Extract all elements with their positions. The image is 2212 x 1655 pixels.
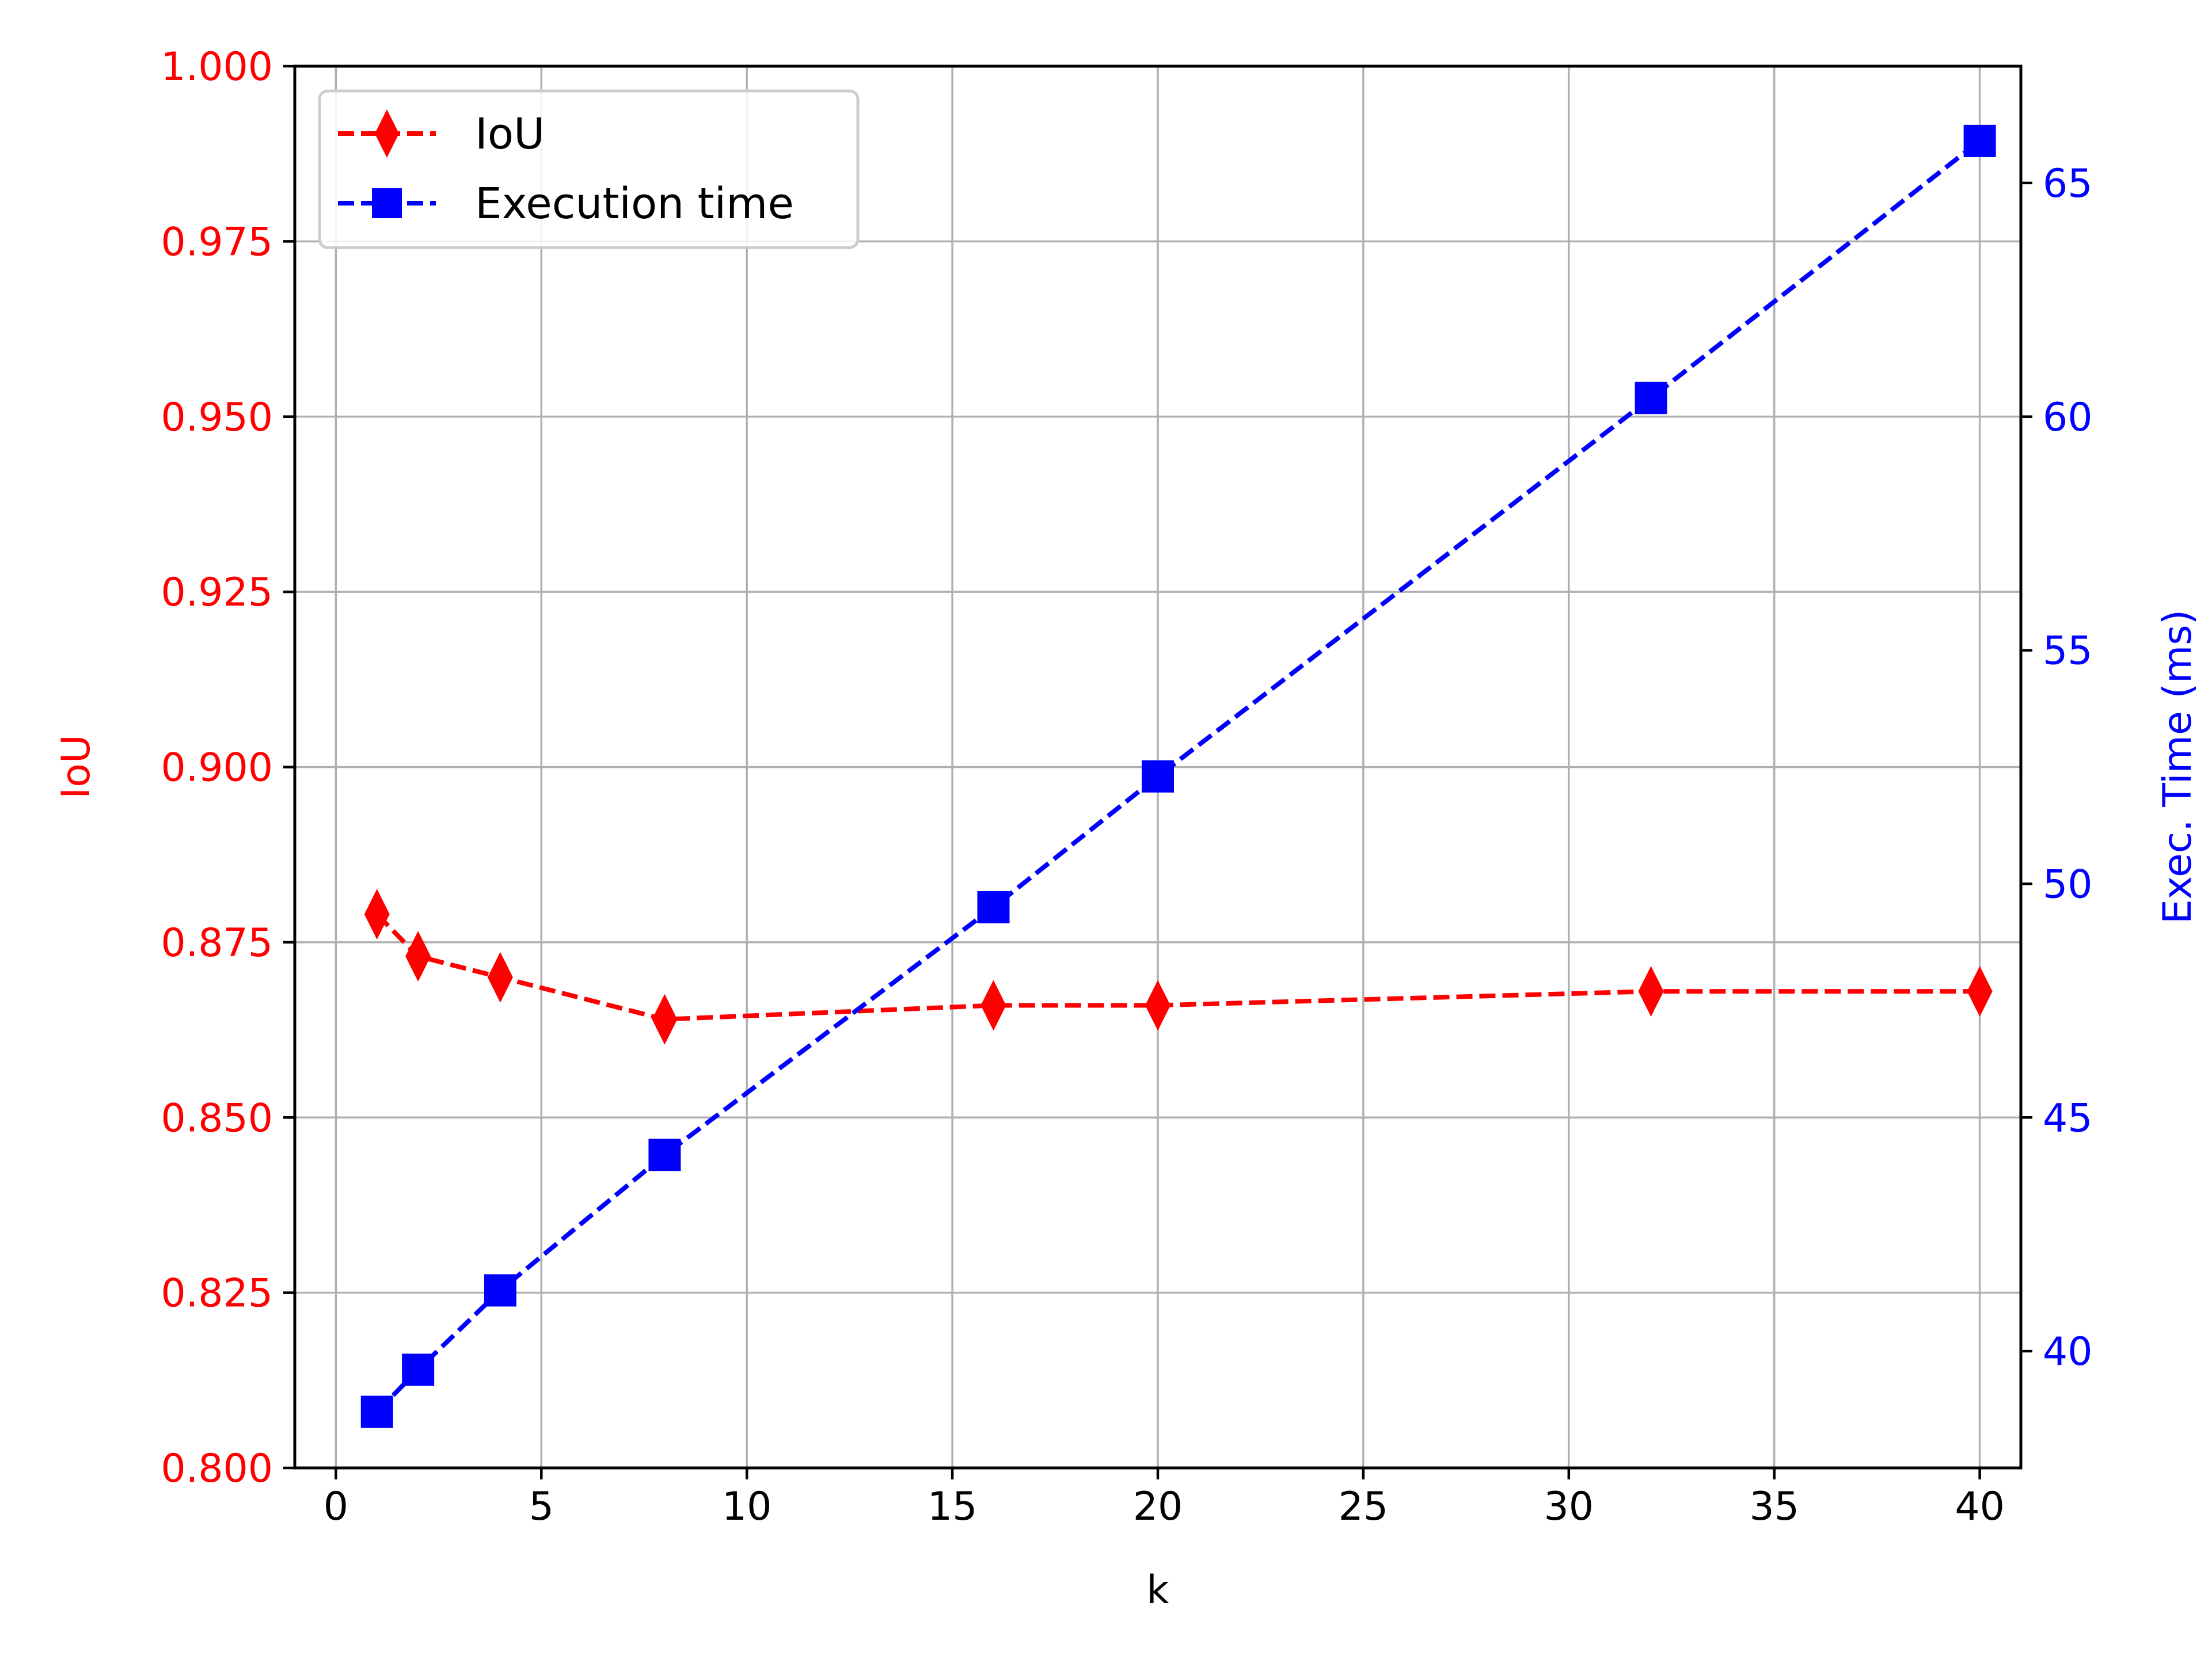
y-right-tick-label: 40: [2043, 1329, 2093, 1375]
y-left-tick-label: 0.825: [161, 1271, 273, 1317]
y-left-tick-label: 0.850: [161, 1095, 273, 1141]
x-tick-label: 15: [928, 1484, 978, 1530]
data-point-exec-time: [1963, 124, 1996, 157]
y-axis-left: 0.800 0.825 0.850 0.875 0.900 0.925 0.950 0.975…: [161, 44, 295, 1492]
y-left-tick-label: 0.875: [161, 920, 273, 966]
x-tick-label: 40: [1955, 1484, 2005, 1530]
y-right-tick-label: 50: [2043, 862, 2093, 907]
data-point-exec-time: [484, 1274, 516, 1307]
y-axis-left-title: IoU: [54, 735, 99, 798]
legend-iou-marker: [375, 109, 399, 158]
y-right-tick-label: 45: [2043, 1095, 2093, 1141]
data-point-exec-time: [977, 891, 1010, 923]
x-tick-label: 25: [1339, 1484, 1389, 1530]
y-axis-right: 40 45 50 55 60 65: [2021, 161, 2093, 1375]
data-point-exec-time: [648, 1139, 681, 1171]
data-point-iou: [487, 952, 513, 1003]
series-layer: [360, 124, 1996, 1428]
y-right-tick-label: 60: [2043, 395, 2093, 440]
data-point-iou: [652, 994, 678, 1045]
series-line-iou: [375, 912, 1980, 1022]
data-point-exec-time: [402, 1353, 435, 1386]
data-point-exec-time: [1635, 382, 1667, 414]
legend-box: [318, 89, 860, 249]
data-point-iou: [1967, 966, 1993, 1017]
y-left-tick-label: 0.925: [161, 570, 273, 615]
data-point-exec-time: [360, 1395, 393, 1428]
legend: IoU Execution time: [318, 89, 860, 249]
data-point-iou: [364, 889, 390, 940]
y-right-tick-label: 55: [2043, 629, 2093, 674]
x-axis: 0 5 10 15 20 25 30 35 40: [324, 1468, 2005, 1530]
x-tick-label: 10: [722, 1484, 772, 1530]
legend-exec-label: Execution time: [475, 179, 794, 229]
data-point-iou: [980, 980, 1006, 1031]
x-tick-label: 20: [1133, 1484, 1183, 1530]
y-left-tick-label: 0.800: [161, 1446, 273, 1492]
x-tick-label: 35: [1749, 1484, 1799, 1530]
legend-exec-marker: [372, 188, 402, 218]
legend-iou-label: IoU: [475, 109, 545, 159]
data-point-exec-time: [1142, 760, 1174, 793]
y-left-tick-label: 1.000: [161, 44, 273, 90]
data-point-iou: [1638, 966, 1664, 1017]
data-point-iou: [1145, 980, 1170, 1031]
x-axis-title: k: [1146, 1568, 1169, 1613]
y-left-tick-label: 0.950: [161, 395, 273, 440]
x-tick-label: 30: [1544, 1484, 1594, 1530]
y-axis-right-title: Exec. Time (ms): [2155, 610, 2200, 924]
x-tick-label: 0: [324, 1484, 348, 1530]
x-tick-label: 5: [529, 1484, 554, 1530]
y-right-tick-label: 65: [2043, 161, 2093, 207]
y-left-tick-label: 0.900: [161, 745, 273, 791]
data-point-iou: [405, 931, 431, 982]
y-left-tick-label: 0.975: [161, 219, 273, 265]
series-line-exec-time: [375, 139, 1982, 1414]
